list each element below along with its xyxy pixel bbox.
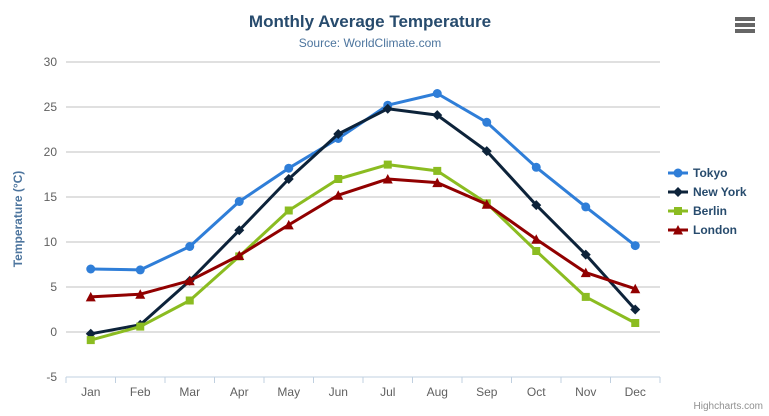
data-point-marker[interactable] bbox=[432, 89, 442, 98]
data-point-marker[interactable] bbox=[581, 292, 590, 301]
x-axis-tick-label: Dec bbox=[625, 385, 646, 399]
legend-item-berlin[interactable]: Berlin bbox=[668, 204, 747, 218]
data-point-marker[interactable] bbox=[580, 249, 591, 260]
data-point-marker[interactable] bbox=[481, 199, 492, 209]
legend: Tokyo New York Berlin London bbox=[668, 166, 747, 237]
legend-label: Tokyo bbox=[693, 166, 728, 180]
data-point-marker[interactable] bbox=[481, 146, 492, 157]
data-point-marker[interactable] bbox=[531, 200, 542, 211]
data-point-marker[interactable] bbox=[581, 202, 591, 212]
y-axis-tick-label: 30 bbox=[44, 55, 58, 69]
legend-item-tokyo[interactable]: Tokyo bbox=[668, 166, 747, 180]
chart-subtitle: Source: WorldClimate.com bbox=[298, 36, 442, 50]
data-point-marker[interactable] bbox=[86, 336, 95, 345]
data-point-marker[interactable] bbox=[283, 174, 294, 184]
y-axis-tick-label: 25 bbox=[44, 100, 58, 114]
data-point-marker[interactable] bbox=[432, 110, 443, 121]
data-point-marker[interactable] bbox=[531, 162, 541, 172]
data-point-marker[interactable] bbox=[630, 283, 641, 294]
y-axis-tick-label: 10 bbox=[44, 235, 58, 249]
diamond-series-icon bbox=[668, 187, 688, 197]
triangle-series-icon bbox=[668, 225, 688, 235]
data-point-marker[interactable] bbox=[185, 242, 195, 251]
data-point-marker[interactable] bbox=[532, 247, 541, 255]
hamburger-menu-icon[interactable] bbox=[733, 15, 757, 35]
data-point-marker[interactable] bbox=[234, 225, 245, 236]
data-point-marker[interactable] bbox=[333, 129, 344, 139]
y-axis-tick-label: 5 bbox=[50, 280, 57, 294]
data-point-marker[interactable] bbox=[234, 197, 244, 206]
data-point-marker[interactable] bbox=[185, 296, 194, 305]
highcharts-credit-link[interactable]: Highcharts.com bbox=[693, 401, 763, 412]
y-axis-tick-label: -5 bbox=[46, 370, 57, 384]
data-point-marker bbox=[673, 225, 683, 235]
x-axis-tick-label: Jun bbox=[329, 385, 348, 399]
data-point-marker[interactable] bbox=[482, 117, 492, 127]
x-axis-tick-label: Jul bbox=[380, 385, 395, 399]
data-point-marker[interactable] bbox=[433, 166, 442, 175]
y-axis-title: Temperature (°C) bbox=[11, 170, 25, 268]
data-point-marker[interactable] bbox=[334, 175, 343, 183]
data-point-marker[interactable] bbox=[382, 103, 393, 114]
data-point-marker[interactable] bbox=[630, 304, 641, 315]
x-axis-tick-label: Oct bbox=[527, 385, 546, 399]
data-point-marker[interactable] bbox=[383, 160, 392, 169]
x-axis-tick-label: Aug bbox=[427, 385, 448, 399]
circle-series-icon bbox=[668, 168, 688, 178]
data-point-marker[interactable] bbox=[432, 177, 443, 188]
data-point-marker bbox=[674, 207, 682, 215]
data-point-marker[interactable] bbox=[135, 289, 146, 299]
x-axis-tick-label: Sep bbox=[476, 385, 498, 399]
data-point-marker[interactable] bbox=[284, 163, 294, 173]
data-point-marker[interactable] bbox=[136, 322, 145, 331]
legend-label: New York bbox=[693, 185, 747, 199]
data-point-marker[interactable] bbox=[580, 267, 591, 278]
legend-label: London bbox=[693, 223, 737, 237]
x-axis-tick-label: May bbox=[277, 385, 300, 399]
square-series-icon bbox=[668, 207, 688, 215]
chart-title: Monthly Average Temperature bbox=[248, 12, 492, 31]
data-point-marker[interactable] bbox=[86, 264, 96, 274]
data-point-marker[interactable] bbox=[85, 291, 96, 302]
x-axis-tick-label: Jan bbox=[81, 385, 100, 399]
y-axis-tick-label: 0 bbox=[50, 325, 57, 339]
data-point-marker[interactable] bbox=[631, 319, 640, 327]
data-point-marker[interactable] bbox=[284, 206, 293, 215]
y-axis-tick-label: 15 bbox=[44, 190, 58, 204]
data-point-marker[interactable] bbox=[283, 219, 294, 230]
series-line-berlin[interactable] bbox=[89, 163, 637, 342]
data-point-marker[interactable] bbox=[135, 265, 145, 275]
data-point-marker[interactable] bbox=[382, 174, 393, 184]
data-point-marker[interactable] bbox=[630, 241, 640, 251]
data-point-marker bbox=[673, 187, 683, 197]
series-line-london[interactable] bbox=[89, 177, 637, 299]
legend-item-london[interactable]: London bbox=[668, 223, 747, 237]
data-point-marker[interactable] bbox=[333, 190, 344, 200]
x-axis-tick-label: Apr bbox=[230, 385, 249, 399]
legend-item-new-york[interactable]: New York bbox=[668, 185, 747, 199]
series-line-new-york[interactable] bbox=[89, 107, 637, 336]
x-axis-tick-label: Feb bbox=[130, 385, 151, 399]
data-point-marker bbox=[673, 168, 683, 178]
data-point-marker[interactable] bbox=[234, 250, 245, 261]
data-point-marker[interactable] bbox=[184, 275, 195, 286]
x-axis-tick-label: Mar bbox=[179, 385, 200, 399]
data-point-marker[interactable] bbox=[531, 234, 542, 244]
x-axis-tick-label: Nov bbox=[575, 385, 596, 399]
y-axis-tick-label: 20 bbox=[44, 145, 58, 159]
legend-label: Berlin bbox=[693, 204, 728, 218]
